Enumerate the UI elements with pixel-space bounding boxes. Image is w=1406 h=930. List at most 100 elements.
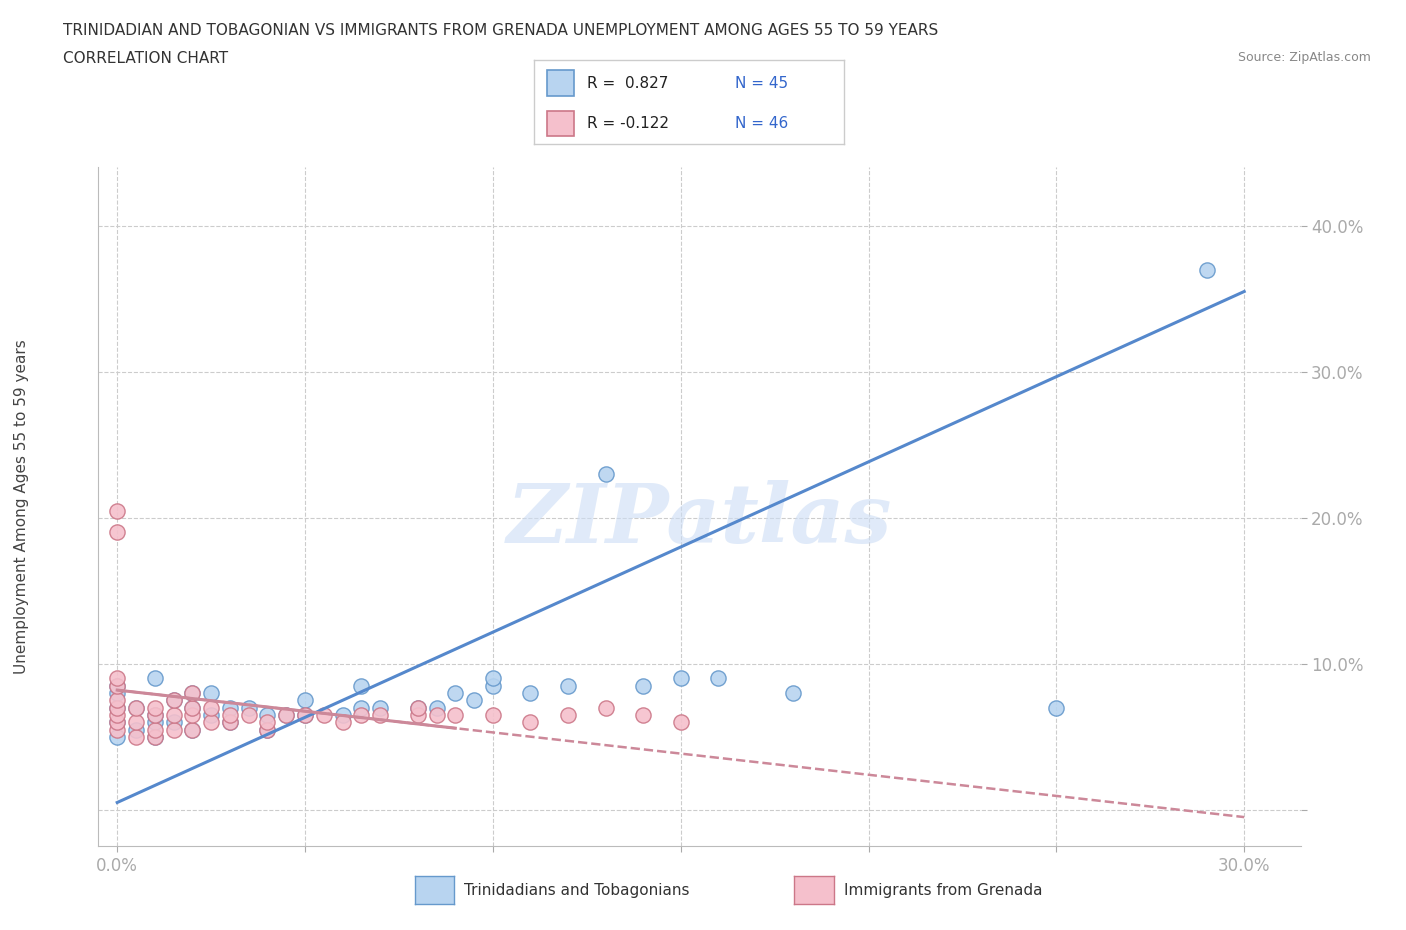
Point	[181, 722, 204, 737]
Point	[105, 715, 128, 730]
Point	[125, 700, 148, 715]
Point	[669, 671, 692, 685]
Point	[256, 708, 278, 723]
Point	[1195, 262, 1218, 277]
Point	[162, 693, 184, 708]
Point	[276, 708, 298, 723]
Text: R =  0.827: R = 0.827	[586, 75, 668, 90]
Point	[105, 700, 128, 715]
Point	[595, 467, 617, 482]
Point	[519, 715, 541, 730]
Point	[162, 708, 184, 723]
Point	[125, 729, 148, 744]
Point	[200, 708, 222, 723]
Y-axis label: Unemployment Among Ages 55 to 59 years: Unemployment Among Ages 55 to 59 years	[14, 339, 30, 674]
Point	[368, 708, 391, 723]
Point	[200, 700, 222, 715]
Point	[631, 708, 654, 723]
Point	[143, 729, 166, 744]
Point	[125, 700, 148, 715]
Point	[406, 700, 429, 715]
Point	[294, 708, 316, 723]
Point	[707, 671, 730, 685]
Point	[105, 693, 128, 708]
Text: CORRELATION CHART: CORRELATION CHART	[63, 51, 228, 66]
Point	[312, 708, 335, 723]
Point	[143, 722, 166, 737]
Point	[105, 503, 128, 518]
Point	[105, 525, 128, 539]
Point	[1045, 700, 1067, 715]
Point	[143, 700, 166, 715]
Point	[463, 693, 485, 708]
Point	[125, 722, 148, 737]
Point	[105, 700, 128, 715]
Point	[406, 700, 429, 715]
Point	[444, 685, 467, 700]
Point	[238, 700, 260, 715]
Point	[143, 671, 166, 685]
FancyBboxPatch shape	[547, 71, 575, 96]
Point	[105, 729, 128, 744]
Text: ZIPatlas: ZIPatlas	[506, 481, 893, 561]
Point	[350, 708, 373, 723]
Text: R = -0.122: R = -0.122	[586, 115, 669, 131]
Text: TRINIDADIAN AND TOBAGONIAN VS IMMIGRANTS FROM GRENADA UNEMPLOYMENT AMONG AGES 55: TRINIDADIAN AND TOBAGONIAN VS IMMIGRANTS…	[63, 23, 939, 38]
Point	[105, 715, 128, 730]
Point	[631, 678, 654, 693]
Point	[669, 715, 692, 730]
Point	[105, 671, 128, 685]
Text: Immigrants from Grenada: Immigrants from Grenada	[844, 883, 1042, 897]
Point	[425, 700, 447, 715]
Point	[219, 715, 242, 730]
Point	[181, 700, 204, 715]
Point	[125, 715, 148, 730]
Text: N = 45: N = 45	[735, 75, 789, 90]
Point	[482, 678, 505, 693]
FancyBboxPatch shape	[547, 111, 575, 136]
Point	[105, 722, 128, 737]
Point	[294, 708, 316, 723]
Point	[200, 715, 222, 730]
Point	[256, 715, 278, 730]
Point	[557, 708, 579, 723]
Point	[105, 685, 128, 700]
Point	[105, 708, 128, 723]
Point	[181, 700, 204, 715]
Text: Source: ZipAtlas.com: Source: ZipAtlas.com	[1237, 51, 1371, 64]
Point	[105, 678, 128, 693]
Point	[294, 693, 316, 708]
Point	[181, 685, 204, 700]
Point	[219, 708, 242, 723]
Point	[350, 678, 373, 693]
Point	[332, 715, 354, 730]
Text: N = 46: N = 46	[735, 115, 789, 131]
Point	[105, 678, 128, 693]
Point	[595, 700, 617, 715]
Point	[406, 708, 429, 723]
Text: Trinidadians and Tobagonians: Trinidadians and Tobagonians	[464, 883, 689, 897]
Point	[219, 700, 242, 715]
Point	[181, 708, 204, 723]
Point	[219, 715, 242, 730]
Point	[557, 678, 579, 693]
Point	[200, 685, 222, 700]
Point	[162, 715, 184, 730]
Point	[782, 685, 804, 700]
Point	[444, 708, 467, 723]
Point	[162, 722, 184, 737]
Point	[143, 729, 166, 744]
Point	[482, 708, 505, 723]
Point	[368, 700, 391, 715]
Point	[143, 715, 166, 730]
Point	[519, 685, 541, 700]
Point	[332, 708, 354, 723]
Point	[425, 708, 447, 723]
Point	[276, 708, 298, 723]
Point	[181, 722, 204, 737]
Point	[256, 722, 278, 737]
Point	[143, 708, 166, 723]
Point	[350, 700, 373, 715]
Point	[143, 708, 166, 723]
Point	[162, 693, 184, 708]
